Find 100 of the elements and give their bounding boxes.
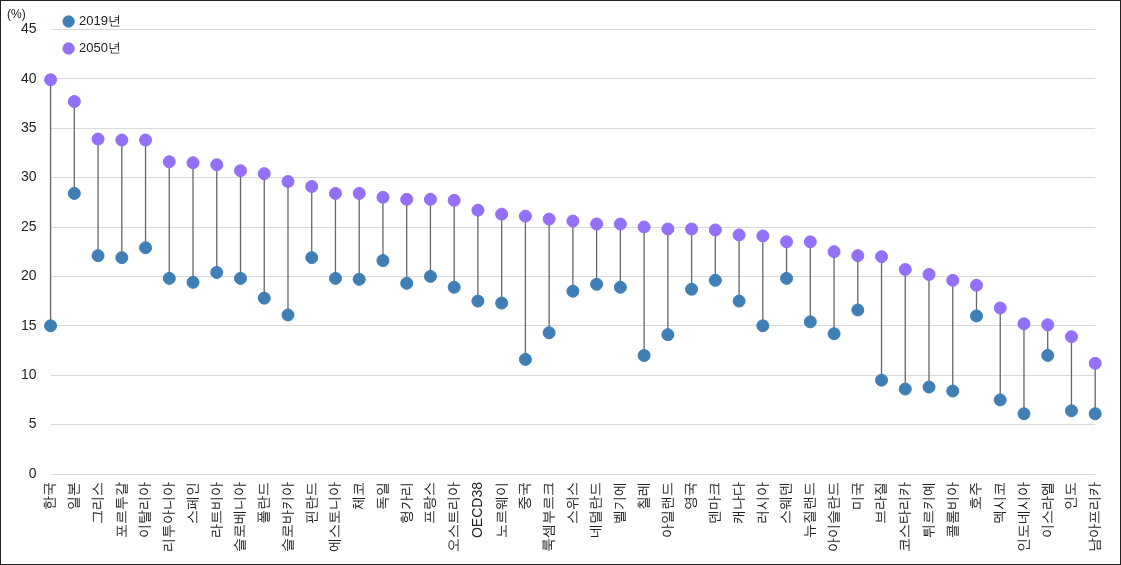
- x-tick-label: 영국: [682, 482, 699, 510]
- x-tick-label: 남아프리카: [1086, 482, 1103, 552]
- x-tick-label: 슬로바키아: [278, 482, 295, 552]
- point: [1064, 330, 1078, 344]
- point: [803, 315, 817, 329]
- point: [91, 132, 105, 146]
- point: [115, 133, 129, 147]
- x-tick-label: 스위스: [563, 482, 580, 524]
- point: [827, 245, 841, 259]
- point: [376, 190, 390, 204]
- point: [922, 267, 936, 281]
- point: [590, 277, 604, 291]
- point: [495, 296, 509, 310]
- x-tick-label: 룩셈부르크: [540, 482, 556, 552]
- point: [732, 228, 746, 242]
- point: [210, 265, 224, 279]
- x-tick-label: 라트비아: [207, 482, 224, 538]
- x-tick-label: 러시아: [753, 482, 770, 524]
- point: [518, 209, 532, 223]
- point: [969, 278, 983, 292]
- x-tick-label: 콜롬비아: [943, 482, 960, 538]
- x-tick-label: 인도: [1062, 482, 1079, 510]
- x-tick-label: 노르웨이: [492, 482, 509, 538]
- y-tick-label: 30: [20, 168, 37, 185]
- point: [67, 186, 81, 200]
- point: [1041, 348, 1055, 362]
- point: [423, 269, 437, 283]
- point: [1088, 407, 1102, 421]
- y-tick-label: 25: [20, 217, 37, 234]
- point: [542, 212, 556, 226]
- point: [234, 271, 248, 285]
- point: [1064, 404, 1078, 418]
- y-tick-label: 40: [20, 69, 37, 86]
- x-tick-label: 리투아니아: [160, 482, 177, 552]
- point: [257, 167, 271, 181]
- point: [44, 319, 58, 333]
- point: [91, 249, 105, 263]
- point: [685, 222, 699, 236]
- y-tick-label: 45: [20, 20, 37, 37]
- point: [756, 229, 770, 243]
- x-tick-label: 폴란드: [255, 482, 272, 524]
- point: [637, 348, 651, 362]
- x-tick-label: 코스타리카: [896, 482, 913, 552]
- x-tick-label: 네덜란드: [587, 482, 604, 538]
- point: [875, 373, 889, 387]
- point: [875, 250, 889, 264]
- point: [566, 284, 580, 298]
- point: [637, 220, 651, 234]
- point: [471, 294, 485, 308]
- x-tick-label: 스웨덴: [777, 482, 794, 524]
- point: [1088, 356, 1102, 370]
- x-tick-label: 아일랜드: [658, 482, 675, 538]
- point: [234, 164, 248, 178]
- x-tick-label: 캐나다: [729, 482, 746, 524]
- point: [566, 214, 580, 228]
- x-tick-label: 중국: [516, 482, 533, 510]
- point: [67, 95, 81, 109]
- x-tick-label: 튀르키예: [919, 482, 936, 538]
- x-tick-label: 프랑스: [421, 482, 438, 524]
- point: [1017, 407, 1031, 421]
- point: [708, 273, 722, 287]
- x-tick-label: 칠레: [634, 482, 651, 510]
- x-tick-label: 일본: [65, 482, 82, 510]
- x-tick-label: 독일: [373, 482, 390, 510]
- y-axis-title: (%): [7, 6, 26, 21]
- x-tick-label: 아이슬란드: [824, 482, 841, 552]
- point: [708, 223, 722, 237]
- point: [328, 271, 342, 285]
- point: [946, 384, 960, 398]
- point: [613, 217, 627, 231]
- point: [471, 203, 485, 217]
- point: [162, 155, 176, 169]
- point: [851, 249, 865, 263]
- point: [661, 328, 675, 342]
- x-tick-label: OECD38: [468, 481, 485, 539]
- x-tick-label: 덴마크: [706, 482, 723, 524]
- point: [115, 251, 129, 265]
- point: [946, 273, 960, 287]
- point: [922, 380, 936, 394]
- x-tick-label: 스페인: [183, 482, 200, 524]
- point: [305, 179, 319, 193]
- point: [518, 352, 532, 366]
- point: [969, 309, 983, 323]
- point: [590, 217, 604, 231]
- point: [495, 207, 509, 221]
- point: [993, 301, 1007, 315]
- x-tick-label: 슬로베니아: [231, 482, 248, 552]
- point: [613, 280, 627, 294]
- point: [400, 192, 414, 206]
- point: [305, 251, 319, 265]
- point: [1041, 318, 1055, 332]
- y-tick-label: 5: [28, 415, 37, 432]
- x-tick-label: 에스토니아: [326, 482, 343, 552]
- point: [281, 308, 295, 322]
- point: [851, 303, 865, 317]
- x-tick-label: 헝가리: [397, 482, 414, 524]
- point: [186, 156, 200, 170]
- x-tick-label: 브라질: [872, 482, 889, 524]
- point: [780, 271, 794, 285]
- point: [376, 254, 390, 268]
